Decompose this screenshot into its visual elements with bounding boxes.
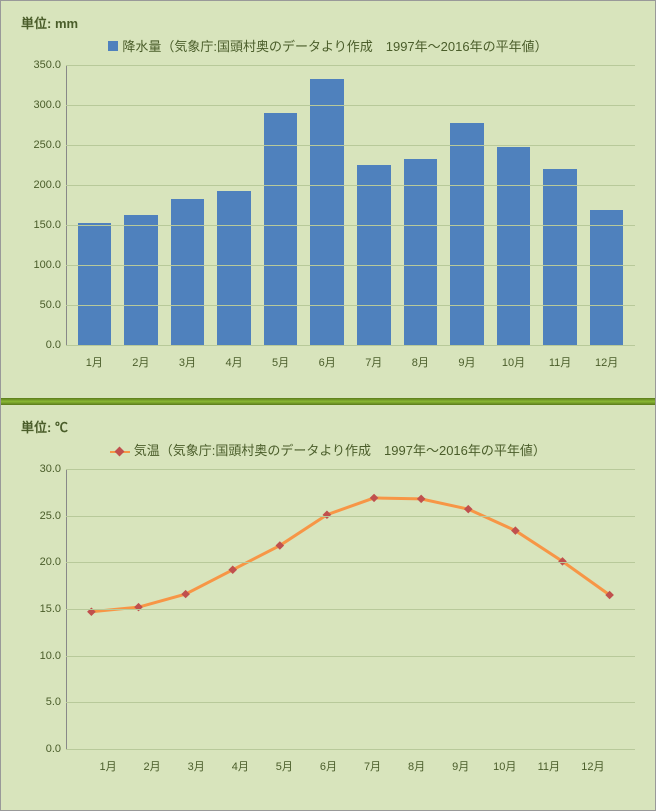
grid-line bbox=[66, 656, 635, 657]
grid-line bbox=[66, 145, 635, 146]
grid-line bbox=[66, 749, 635, 750]
x-label: 6月 bbox=[306, 758, 350, 774]
bar-slot bbox=[397, 65, 444, 345]
bar-slot bbox=[211, 65, 258, 345]
grid-line bbox=[66, 225, 635, 226]
x-label: 12月 bbox=[571, 758, 615, 774]
y-tick-label: 15.0 bbox=[21, 603, 61, 615]
grid-line bbox=[66, 265, 635, 266]
x-label: 1月 bbox=[71, 354, 118, 370]
temp-x-labels: 1月2月3月4月5月6月7月8月9月10月11月12月 bbox=[66, 758, 635, 774]
x-label: 9月 bbox=[444, 354, 491, 370]
bar-slot bbox=[444, 65, 491, 345]
precip-legend-text: 降水量（気象庁:国頭村奥のデータより作成 1997年～2016年の平年値） bbox=[122, 39, 547, 54]
x-label: 11月 bbox=[527, 758, 571, 774]
bar-slot bbox=[583, 65, 630, 345]
bar-11月 bbox=[543, 169, 577, 345]
y-tick-label: 50.0 bbox=[21, 299, 61, 311]
bar-slot bbox=[304, 65, 351, 345]
bar-slot bbox=[350, 65, 397, 345]
y-tick-label: 100.0 bbox=[21, 259, 61, 271]
grid-line bbox=[66, 305, 635, 306]
bar-slot bbox=[164, 65, 211, 345]
grid-line bbox=[66, 516, 635, 517]
grid-line bbox=[66, 469, 635, 470]
bar-slot bbox=[71, 65, 118, 345]
bar-1月 bbox=[78, 223, 112, 345]
precip-x-labels: 1月2月3月4月5月6月7月8月9月10月11月12月 bbox=[66, 354, 635, 370]
y-tick-label: 300.0 bbox=[21, 99, 61, 111]
x-label: 5月 bbox=[262, 758, 306, 774]
x-label: 8月 bbox=[395, 758, 439, 774]
x-label: 2月 bbox=[118, 354, 165, 370]
x-label: 12月 bbox=[583, 354, 630, 370]
grid-line bbox=[66, 702, 635, 703]
precip-legend: 降水量（気象庁:国頭村奥のデータより作成 1997年～2016年の平年値） bbox=[21, 36, 635, 55]
temp-marker-7月 bbox=[370, 494, 379, 502]
y-tick-label: 200.0 bbox=[21, 179, 61, 191]
temp-marker-2月 bbox=[134, 603, 143, 611]
x-label: 5月 bbox=[257, 354, 304, 370]
bar-5月 bbox=[264, 113, 298, 345]
y-tick-label: 250.0 bbox=[21, 139, 61, 151]
x-label: 1月 bbox=[86, 758, 130, 774]
bar-slot bbox=[257, 65, 304, 345]
bar-slot bbox=[118, 65, 165, 345]
bar-9月 bbox=[450, 123, 484, 345]
x-label: 2月 bbox=[130, 758, 174, 774]
bar-7月 bbox=[357, 165, 391, 345]
chart-container: 単位: mm 降水量（気象庁:国頭村奥のデータより作成 1997年～2016年の… bbox=[0, 0, 656, 811]
bar-8月 bbox=[404, 159, 438, 345]
panel-separator bbox=[1, 398, 655, 405]
x-label: 4月 bbox=[218, 758, 262, 774]
temp-marker-8月 bbox=[417, 495, 426, 503]
bar-2月 bbox=[124, 215, 158, 345]
y-tick-label: 0.0 bbox=[21, 743, 61, 755]
y-tick-label: 150.0 bbox=[21, 219, 61, 231]
y-tick-label: 350.0 bbox=[21, 59, 61, 71]
x-label: 10月 bbox=[490, 354, 537, 370]
precip-plot-area: 1月2月3月4月5月6月7月8月9月10月11月12月 0.0 50.0 100.0… bbox=[21, 65, 635, 370]
grid-line bbox=[66, 105, 635, 106]
temp-legend-text: 気温（気象庁:国頭村奥のデータより作成 1997年～2016年の平年値） bbox=[134, 443, 546, 458]
x-label: 8月 bbox=[397, 354, 444, 370]
x-label: 3月 bbox=[164, 354, 211, 370]
grid-line bbox=[66, 609, 635, 610]
y-tick-label: 25.0 bbox=[21, 510, 61, 522]
grid-line bbox=[66, 185, 635, 186]
bar-10月 bbox=[497, 147, 531, 345]
x-label: 7月 bbox=[350, 354, 397, 370]
precip-bars bbox=[66, 65, 635, 345]
x-label: 9月 bbox=[439, 758, 483, 774]
x-label: 7月 bbox=[350, 758, 394, 774]
x-label: 11月 bbox=[537, 354, 584, 370]
line-marker-icon bbox=[110, 451, 130, 453]
bar-slot bbox=[537, 65, 584, 345]
temperature-panel: 単位: ℃ 気温（気象庁:国頭村奥のデータより作成 1997年～2016年の平年… bbox=[1, 405, 655, 810]
temp-legend: 気温（気象庁:国頭村奥のデータより作成 1997年～2016年の平年値） bbox=[21, 440, 635, 459]
x-label: 10月 bbox=[483, 758, 527, 774]
y-tick-label: 20.0 bbox=[21, 556, 61, 568]
bar-4月 bbox=[217, 191, 251, 345]
precipitation-panel: 単位: mm 降水量（気象庁:国頭村奥のデータより作成 1997年～2016年の… bbox=[1, 1, 655, 398]
temp-plot-area: 1月2月3月4月5月6月7月8月9月10月11月12月 0.0 5.0 10.0 15… bbox=[21, 469, 635, 774]
bar-3月 bbox=[171, 199, 205, 345]
bar-slot bbox=[490, 65, 537, 345]
y-tick-label: 5.0 bbox=[21, 696, 61, 708]
bar-12月 bbox=[590, 210, 624, 345]
x-label: 6月 bbox=[304, 354, 351, 370]
temp-unit-label: 単位: ℃ bbox=[21, 417, 635, 436]
x-label: 4月 bbox=[211, 354, 258, 370]
y-tick-label: 0.0 bbox=[21, 339, 61, 351]
grid-line bbox=[66, 562, 635, 563]
bar-marker-icon bbox=[108, 41, 118, 51]
y-tick-label: 10.0 bbox=[21, 650, 61, 662]
y-tick-label: 30.0 bbox=[21, 463, 61, 475]
grid-line bbox=[66, 345, 635, 346]
grid-line bbox=[66, 65, 635, 66]
x-label: 3月 bbox=[174, 758, 218, 774]
precip-unit-label: 単位: mm bbox=[21, 13, 635, 32]
